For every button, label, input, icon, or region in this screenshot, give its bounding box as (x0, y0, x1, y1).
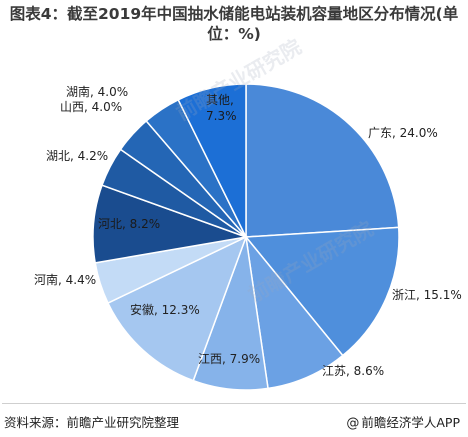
pie-slice-广东 (245, 83, 400, 238)
pie-slice-安徽 (106, 235, 248, 382)
data-label-河南: 河南, 4.4% (34, 272, 96, 287)
data-label-安徽: 安徽, 12.3% (130, 302, 200, 317)
pie-chart: 广东, 24.0% 浙江, 15.1% 江苏, 8.6% 江西, 7.9% 安徽, 12… (34, 83, 462, 391)
source-note: 资料来源：前瞻产业研究院整理 (4, 415, 180, 430)
data-label-江西: 江西, 7.9% (198, 352, 260, 366)
pie-slice-江苏 (244, 234, 344, 390)
brand-credit: @ 前瞻经济学人APP (346, 412, 460, 431)
data-label-江苏: 江苏, 8.6% (322, 364, 384, 378)
data-label-河北: 河北, 8.2% (98, 217, 160, 231)
chart-title: 图表4：截至2019年中国抽水储能电站装机容量地区分布情况(单位：%) (9, 5, 459, 43)
footer: 资料来源：前瞻产业研究院整理 @ 前瞻经济学人APP (0, 403, 468, 437)
footer-divider (2, 403, 466, 404)
data-label-山西: 山西, 4.0% (60, 100, 122, 114)
pie-slice-其他 (177, 83, 247, 238)
data-label-浙江: 浙江, 15.1% (392, 288, 462, 302)
at-sign-icon: @ (346, 416, 360, 431)
brand-name: 前瞻经济学人APP (361, 415, 460, 430)
pie-slice-浙江 (244, 226, 400, 357)
data-label-湖南: 湖南, 4.0% (66, 84, 128, 99)
data-label-其他: 其他, 7.3% (206, 93, 237, 123)
data-label-湖北: 湖北, 4.2% (46, 148, 108, 163)
data-label-广东: 广东, 24.0% (368, 126, 438, 140)
